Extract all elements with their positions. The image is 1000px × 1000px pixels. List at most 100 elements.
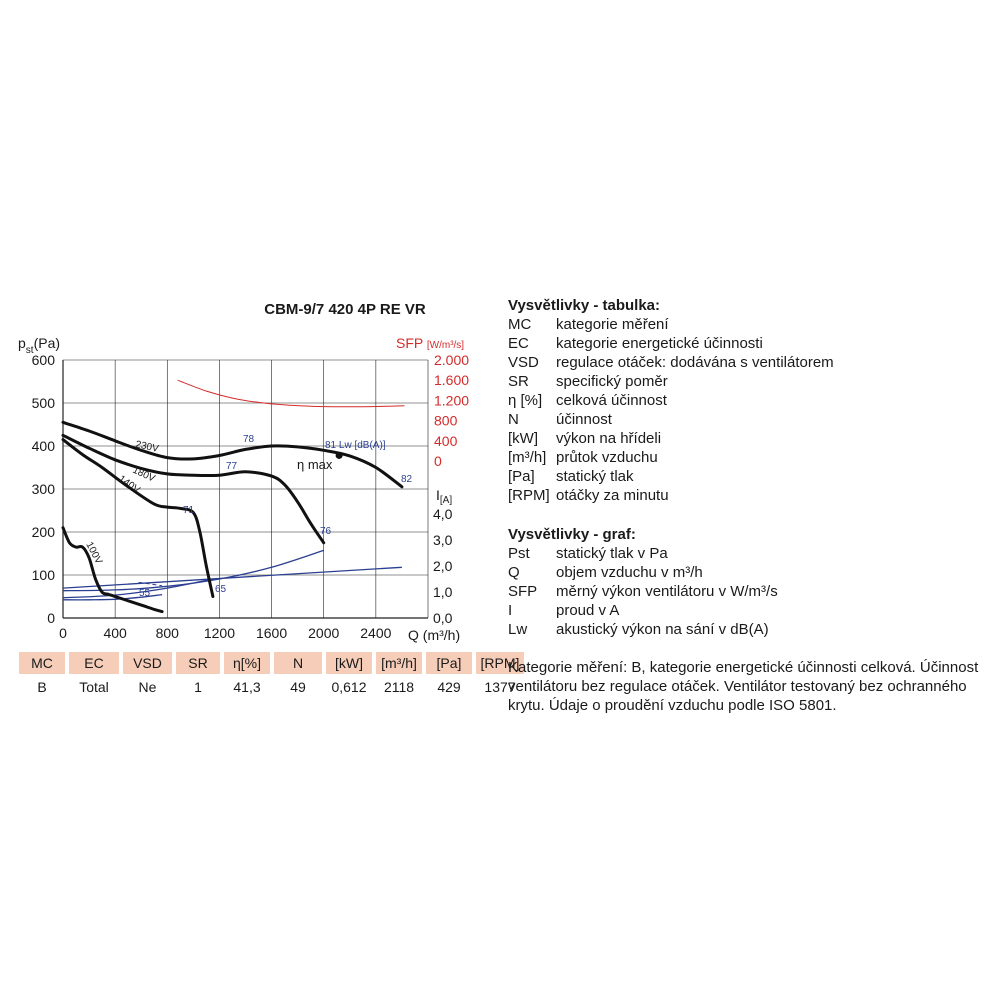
pressure-curve bbox=[61, 420, 404, 489]
sfp-tick-label: 2.000 bbox=[434, 352, 469, 368]
table-value-cell: 2118 bbox=[383, 679, 415, 695]
legend-key: SR bbox=[508, 373, 529, 390]
table-header-cell: VSD bbox=[123, 652, 172, 674]
legend-table-list: MC kategorie měření EC kategorie energetick… bbox=[508, 315, 988, 505]
efficiency-label: 82 bbox=[401, 474, 413, 485]
legend-text: výkon na hřídeli bbox=[556, 430, 662, 447]
efficiency-label: 71 bbox=[183, 505, 195, 516]
legend-key: SFP bbox=[508, 583, 538, 600]
legend-key: VSD bbox=[508, 354, 539, 371]
x-tick-label: 1200 bbox=[204, 625, 235, 641]
dashed-line bbox=[138, 581, 163, 587]
table-value-cell: Ne bbox=[138, 679, 157, 695]
legend-key: MC bbox=[508, 316, 532, 333]
pressure-curve bbox=[61, 438, 215, 598]
table-value-row: B Total Ne 1 41,3 49 0,612 2118 429 1377 bbox=[19, 674, 524, 700]
legend-item: Pst statický tlak v Pa bbox=[508, 544, 988, 563]
y-tick-label: 200 bbox=[32, 524, 56, 540]
current-tick-label: 4,0 bbox=[433, 506, 453, 522]
legend-item: EC kategorie energetické účinnosti bbox=[508, 334, 988, 353]
x-tick-label: 2000 bbox=[308, 625, 339, 641]
legend-text: statický tlak bbox=[556, 468, 634, 485]
eta-max-label: η max bbox=[297, 457, 333, 472]
legend-key: N bbox=[508, 411, 519, 428]
legend-key: [Pa] bbox=[508, 468, 535, 485]
fan-performance-chart: CBM-9/7 420 4P RE VR pst(Pa) SFP [W/m³/s… bbox=[18, 301, 470, 643]
sfp-tick-label: 0 bbox=[434, 453, 442, 469]
sfp-tick-label: 1.600 bbox=[434, 372, 469, 388]
voltage-label: 230V bbox=[134, 439, 159, 455]
legend-key: Pst bbox=[508, 545, 530, 562]
x-axis-label: Q (m³/h) bbox=[408, 627, 460, 643]
table-header-cell: MC bbox=[19, 652, 65, 674]
series-layer bbox=[61, 379, 405, 614]
current-curve bbox=[62, 593, 163, 601]
legend-text: proud v A bbox=[556, 602, 620, 619]
sfp-tick-label: 800 bbox=[434, 413, 458, 429]
y-axis-current-label: I[A] bbox=[436, 487, 452, 506]
y-tick-label: 100 bbox=[32, 567, 56, 583]
legend-item: SFP měrný výkon ventilátoru v W/m³/s bbox=[508, 582, 988, 601]
axis-ticks: 0 100 200 300 400 500 600 0 400 800 1200 1600 2000 24… bbox=[32, 352, 470, 641]
table-value-cell: 41,3 bbox=[233, 679, 261, 695]
table-header-cell: η[%] bbox=[224, 652, 270, 674]
legend-text: účinnost bbox=[556, 411, 612, 428]
x-tick-label: 2400 bbox=[360, 625, 391, 641]
legend-graph-title: Vysvětlivky - graf: bbox=[508, 526, 636, 543]
x-tick-label: 0 bbox=[59, 625, 67, 641]
table-value-cell: 1 bbox=[194, 679, 202, 695]
legend-text: otáčky za minutu bbox=[556, 487, 669, 504]
eta-max-point bbox=[335, 451, 343, 459]
table-header-cell: [m³/h] bbox=[376, 652, 422, 674]
legend-item: MC kategorie měření bbox=[508, 315, 988, 334]
legend-text: specifický poměr bbox=[556, 373, 668, 390]
legend-text: regulace otáček: dodávána s ventilátorem bbox=[556, 354, 834, 371]
performance-table: MC EC VSD SR η[%] N [kW] [m³/h] [Pa] [RPM] B Total… bbox=[15, 652, 528, 700]
legend-text: akustický výkon na sání v dB(A) bbox=[556, 621, 769, 638]
current-curve bbox=[62, 578, 214, 599]
current-curve bbox=[62, 566, 402, 589]
sfp-curve bbox=[177, 379, 405, 408]
legend-key: Lw bbox=[508, 621, 528, 638]
legend-text: objem vzduchu v m³/h bbox=[556, 564, 703, 581]
current-tick-label: 0,0 bbox=[433, 610, 453, 626]
grid bbox=[62, 359, 429, 619]
legend-item: [Pa] statický tlak bbox=[508, 467, 988, 486]
current-tick-label: 1,0 bbox=[433, 584, 453, 600]
pressure-curve bbox=[61, 433, 326, 545]
efficiency-label: 78 bbox=[243, 434, 255, 445]
y-tick-label: 300 bbox=[32, 481, 56, 497]
y-tick-label: 0 bbox=[47, 610, 55, 626]
x-tick-label: 400 bbox=[103, 625, 127, 641]
legend-key: Q bbox=[508, 564, 520, 581]
legend-item: Lw akustický výkon na sání v dB(A) bbox=[508, 620, 988, 639]
chart-title: CBM-9/7 420 4P RE VR bbox=[264, 301, 426, 318]
table-value-cell: 1377 bbox=[484, 679, 516, 695]
table-value-cell: 49 bbox=[290, 679, 306, 695]
table-header-cell: [Pa] bbox=[426, 652, 472, 674]
table-value-cell: B bbox=[37, 679, 47, 695]
pressure-curve bbox=[61, 526, 164, 614]
legend-panel: Vysvětlivky - tabulka: MC kategorie měřen… bbox=[508, 296, 988, 715]
legend-table-title: Vysvětlivky - tabulka: bbox=[508, 297, 661, 314]
efficiency-label: 55 bbox=[139, 588, 151, 599]
legend-text: měrný výkon ventilátoru v W/m³/s bbox=[556, 583, 778, 600]
y-tick-label: 500 bbox=[32, 395, 56, 411]
legend-text: průtok vzduchu bbox=[556, 449, 658, 466]
legend-text: statický tlak v Pa bbox=[556, 545, 668, 562]
y-axis-sfp-label: SFP [W/m³/s] bbox=[396, 335, 464, 351]
legend-item: SR specifický poměr bbox=[508, 372, 988, 391]
legend-item: [RPM] otáčky za minutu bbox=[508, 486, 988, 505]
efficiency-label: 77 bbox=[226, 461, 238, 472]
table-value-cell: 0,612 bbox=[331, 679, 367, 695]
efficiency-label: 65 bbox=[215, 584, 227, 595]
y-tick-label: 400 bbox=[32, 438, 56, 454]
legend-item: VSD regulace otáček: dodávána s ventiláto… bbox=[508, 353, 988, 372]
lw-label: 81 Lw [dB(A)] bbox=[325, 440, 386, 451]
current-tick-label: 2,0 bbox=[433, 558, 453, 574]
